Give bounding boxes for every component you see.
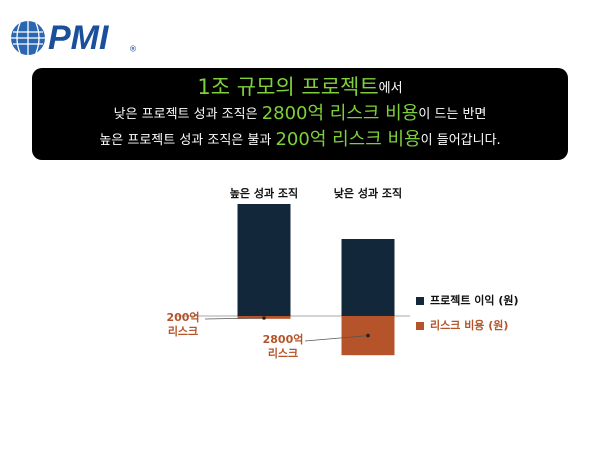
legend-label: 프로젝트 이익 (원) xyxy=(430,293,519,307)
banner-segment: 이 드는 반면 xyxy=(418,107,486,122)
leader-dot xyxy=(366,333,370,338)
legend-swatch xyxy=(416,297,424,305)
banner-segment: 200억 리스크 비용 xyxy=(275,129,420,150)
bar xyxy=(237,204,291,316)
value-label: 2800억 리스크 xyxy=(263,333,304,360)
banner-segment: 높은 프로젝트 성과 조직은 불과 xyxy=(99,133,275,148)
banner-segment: 이 들어갑니다. xyxy=(421,133,501,148)
category-label: 낮은 성과 조직 xyxy=(334,186,402,200)
banner-line: 높은 프로젝트 성과 조직은 불과 200억 리스크 비용이 들어갑니다. xyxy=(99,129,500,150)
category-label: 높은 성과 조직 xyxy=(230,186,298,200)
logo-grid xyxy=(11,21,45,55)
banner-segment: 1조 규모의 프로젝트 xyxy=(197,75,378,99)
leader-line xyxy=(304,335,369,342)
banner-segment: 에서 xyxy=(379,81,403,96)
leader-dot xyxy=(262,316,266,320)
leader-line xyxy=(204,317,265,320)
banner-segment: 낮은 프로젝트 성과 조직은 xyxy=(114,107,262,122)
banner-line: 1조 규모의 프로젝트에서 xyxy=(197,75,402,99)
banner-segment: 2800억 리스크 비용 xyxy=(262,103,419,124)
bar xyxy=(341,239,395,316)
logo-text: PMI xyxy=(48,19,110,57)
banner-line: 낮은 프로젝트 성과 조직은 2800억 리스크 비용이 드는 반면 xyxy=(114,103,487,124)
logo-mark: ® xyxy=(129,45,137,54)
value-label: 200억 리스크 xyxy=(166,311,199,338)
banner-box xyxy=(32,68,568,160)
logo: PMI ® xyxy=(11,19,137,57)
legend-label: 리스크 비용 (원) xyxy=(430,318,508,332)
legend-swatch xyxy=(416,322,424,330)
